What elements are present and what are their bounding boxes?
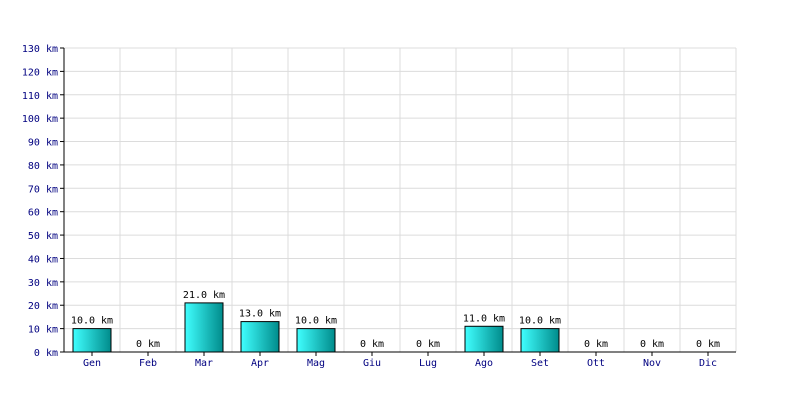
data-label-set: 10.0 km: [519, 316, 561, 327]
y-tick-label: 0 km: [34, 348, 58, 359]
x-tick-label-mar: Mar: [195, 358, 213, 369]
x-tick-label-dic: Dic: [699, 358, 717, 369]
y-tick-label: 10 km: [28, 325, 58, 336]
bar-ago: [464, 325, 504, 353]
bars: [72, 302, 560, 353]
data-label-dic: 0 km: [696, 339, 720, 350]
bar-set: [520, 328, 560, 353]
y-tick-label: 100 km: [22, 114, 58, 125]
data-label-gen: 10.0 km: [71, 316, 113, 327]
x-tick-label-apr: Apr: [251, 358, 269, 369]
data-label-apr: 13.0 km: [239, 309, 281, 320]
x-tick-label-feb: Feb: [139, 358, 157, 369]
data-labels: 10.0 km 0 km 21.0 km 13.0 km 10.0 km 0 km 0 km…: [71, 290, 720, 350]
bar-mar: [184, 302, 224, 353]
x-axis-ticks: Gen Feb Mar Apr Mag Giu Lug Ago Set Ott Nov Dic: [83, 358, 717, 369]
y-tick-label: 70 km: [28, 184, 58, 195]
axes: [60, 47, 736, 356]
data-label-ago: 11.0 km: [463, 313, 505, 324]
y-tick-label: 120 km: [22, 67, 58, 78]
y-axis-ticks: 0 km 10 km 20 km 30 km 40 km 50 km 60 km 70 km 8…: [22, 44, 58, 359]
y-tick-label: 20 km: [28, 301, 58, 312]
data-label-ott: 0 km: [584, 339, 608, 350]
x-tick-label-ago: Ago: [475, 358, 493, 369]
data-label-mag: 10.0 km: [295, 316, 337, 327]
data-label-nov: 0 km: [640, 339, 664, 350]
bar-apr: [240, 321, 280, 353]
data-label-lug: 0 km: [416, 339, 440, 350]
y-tick-label: 80 km: [28, 161, 58, 172]
x-tick-label-nov: Nov: [643, 358, 661, 369]
y-tick-label: 50 km: [28, 231, 58, 242]
data-label-mar: 21.0 km: [183, 290, 225, 301]
y-tick-label: 130 km: [22, 44, 58, 55]
data-label-feb: 0 km: [136, 339, 160, 350]
y-tick-label: 30 km: [28, 278, 58, 289]
x-tick-label-gen: Gen: [83, 358, 101, 369]
y-tick-label: 110 km: [22, 91, 58, 102]
x-tick-label-set: Set: [531, 358, 549, 369]
y-tick-label: 40 km: [28, 254, 58, 265]
grid: [64, 47, 737, 352]
y-tick-label: 90 km: [28, 138, 58, 149]
x-tick-label-giu: Giu: [363, 358, 381, 369]
bar-gen: [72, 328, 112, 353]
y-tick-label: 60 km: [28, 208, 58, 219]
data-label-giu: 0 km: [360, 339, 384, 350]
bar-mag: [296, 328, 336, 353]
x-tick-label-ott: Ott: [587, 358, 605, 369]
x-tick-label-mag: Mag: [307, 358, 325, 369]
x-tick-label-lug: Lug: [419, 358, 437, 369]
